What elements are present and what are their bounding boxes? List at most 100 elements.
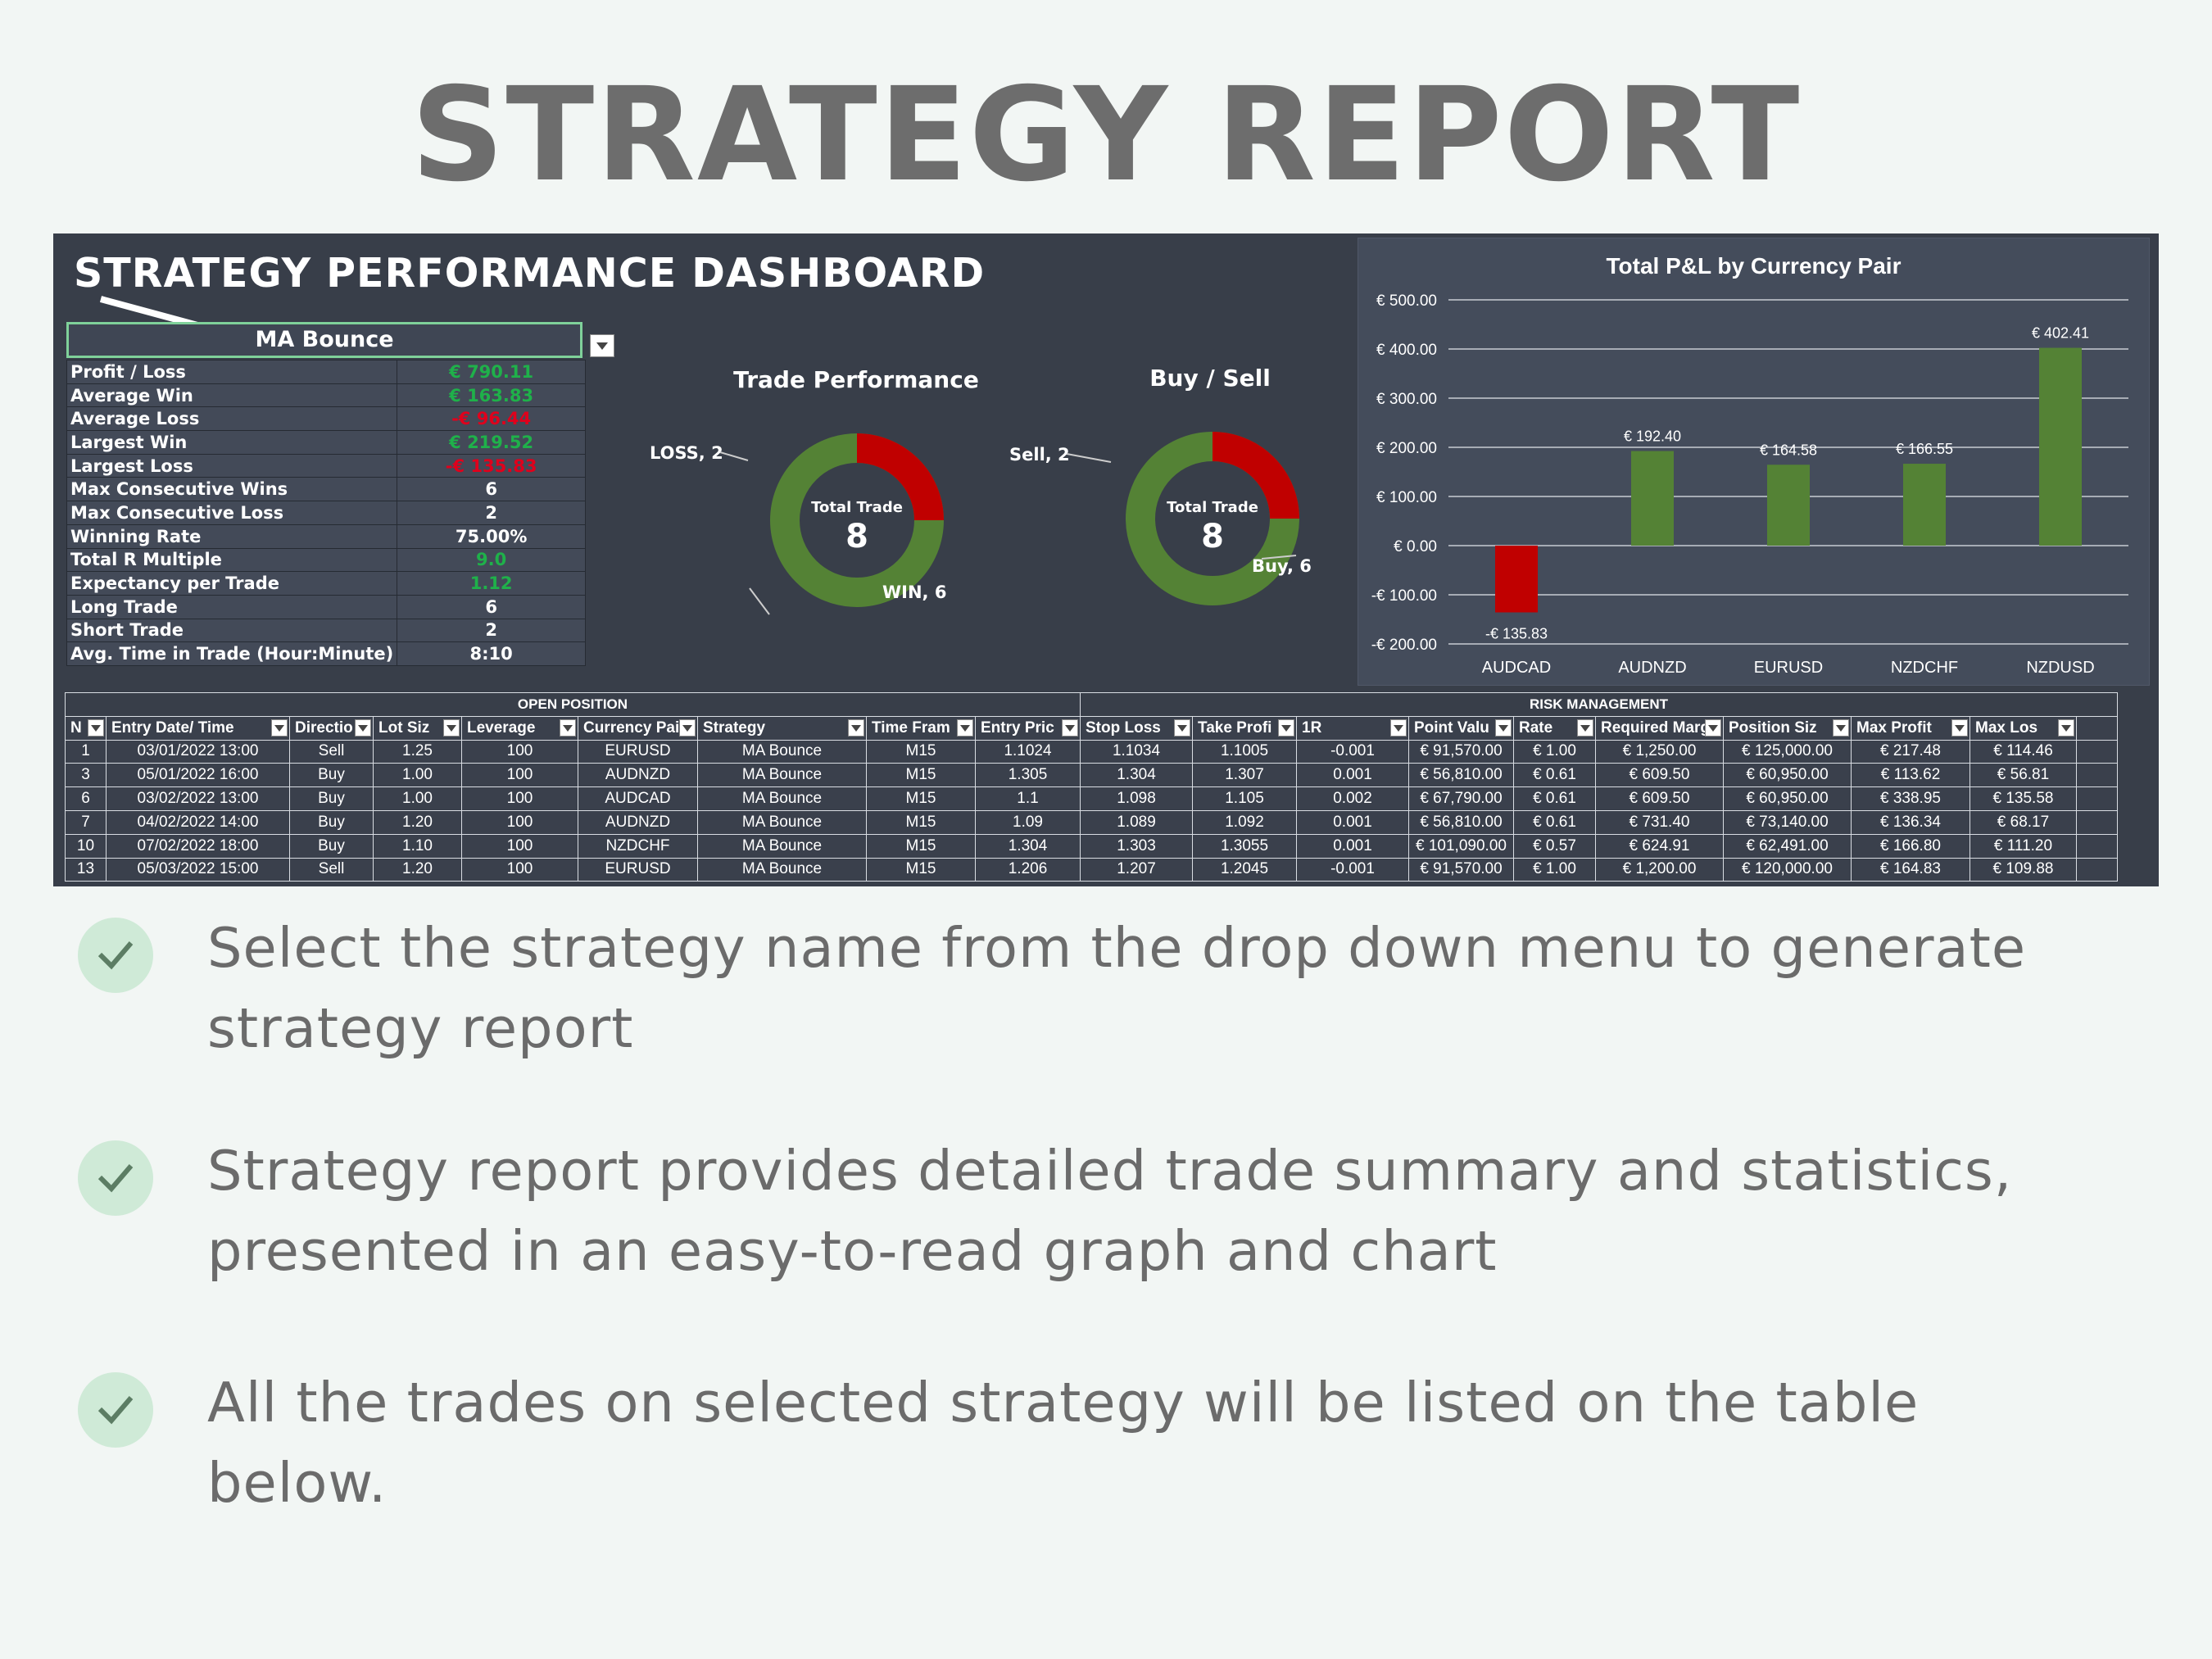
table-cell: 1.303 — [1080, 833, 1193, 859]
table-row[interactable]: 3 05/01/2022 16:00 Buy 1.00 100 AUDNZD MA Boun… — [65, 763, 2118, 788]
y-tick-label: -€ 200.00 — [1371, 637, 1437, 654]
stat-label: Profit / Loss — [66, 360, 398, 384]
filter-dropdown-icon[interactable] — [88, 718, 104, 737]
column-header[interactable]: Time Fram — [866, 715, 976, 741]
stat-row: Average Loss -€ 96.44 — [66, 406, 586, 432]
table-cell: 1.092 — [1192, 809, 1297, 835]
table-cell: 7 — [65, 809, 107, 835]
table-cell: Buy — [289, 809, 374, 835]
column-header[interactable]: Currency Pai — [578, 715, 698, 741]
filter-dropdown-icon[interactable] — [1833, 718, 1849, 737]
stat-value: -€ 135.83 — [397, 453, 586, 478]
filter-dropdown-icon[interactable] — [679, 718, 696, 737]
table-cell: 13 — [65, 857, 107, 882]
table-cell: € 217.48 — [1851, 739, 1970, 764]
column-header[interactable]: Point Valu — [1408, 715, 1514, 741]
table-cell: MA Bounce — [697, 763, 867, 788]
filter-dropdown-icon[interactable] — [271, 718, 288, 737]
stat-row: Max Consecutive Wins 6 — [66, 477, 586, 502]
stat-value: 2 — [397, 501, 586, 525]
filter-dropdown-icon[interactable] — [848, 718, 864, 737]
table-cell: € 1,200.00 — [1595, 857, 1724, 882]
filter-dropdown-icon[interactable] — [560, 718, 576, 737]
filter-dropdown-icon[interactable] — [1495, 718, 1512, 737]
column-header-label: Take Profi — [1198, 718, 1272, 737]
table-cell: MA Bounce — [697, 833, 867, 859]
column-header[interactable]: Entry Pric — [975, 715, 1081, 741]
column-header[interactable]: Leverage — [461, 715, 578, 741]
filter-dropdown-icon[interactable] — [1062, 718, 1078, 737]
stat-value: € 219.52 — [397, 430, 586, 455]
column-header[interactable]: Max Profit — [1851, 715, 1970, 741]
filter-dropdown-icon[interactable] — [1951, 718, 1968, 737]
filter-dropdown-icon[interactable] — [1577, 718, 1593, 737]
filter-dropdown-icon[interactable] — [1705, 718, 1721, 737]
table-row[interactable]: 1 03/01/2022 13:00 Sell 1.25 100 EURUSD MA Bou… — [65, 739, 2118, 764]
y-tick-label: € 300.00 — [1376, 391, 1437, 408]
table-cell: € 609.50 — [1595, 786, 1724, 811]
column-header[interactable]: Take Profi — [1192, 715, 1297, 741]
column-header[interactable]: Stop Loss — [1080, 715, 1193, 741]
column-header[interactable]: Position Siz — [1723, 715, 1852, 741]
bar-eurusd — [1767, 465, 1810, 546]
table-row[interactable]: 10 07/02/2022 18:00 Buy 1.10 100 NZDCHF MA Bou… — [65, 833, 2118, 859]
table-row[interactable]: 7 04/02/2022 14:00 Buy 1.20 100 AUDNZD MA Boun… — [65, 809, 2118, 835]
center-label: Total Trade — [1167, 499, 1258, 516]
filter-dropdown-icon[interactable] — [1278, 718, 1294, 737]
table-cell: 100 — [461, 857, 578, 882]
table-row[interactable]: 13 05/03/2022 15:00 Sell 1.20 100 EURUSD MA Bo… — [65, 857, 2118, 882]
y-tick-label: -€ 100.00 — [1371, 587, 1437, 605]
table-cell: € 164.83 — [1851, 857, 1970, 882]
sell-label: Sell, 2 — [1009, 445, 1070, 465]
column-header[interactable]: 1R — [1296, 715, 1409, 741]
table-cell: AUDCAD — [578, 786, 698, 811]
dashboard-screenshot: STRATEGY PERFORMANCE DASHBOARD MA Bounce… — [53, 233, 2159, 886]
column-header[interactable]: Directio — [289, 715, 374, 741]
column-header-label: Entry Pric — [981, 718, 1054, 737]
table-cell: € 1,250.00 — [1595, 739, 1724, 764]
table-cell: € 73,140.00 — [1723, 809, 1852, 835]
filter-dropdown-icon[interactable] — [355, 718, 371, 737]
filter-dropdown-icon[interactable] — [957, 718, 973, 737]
table-cell: 1.2045 — [1192, 857, 1297, 882]
strategy-select[interactable]: MA Bounce — [66, 322, 582, 358]
column-header-label: Rate — [1519, 718, 1553, 737]
y-tick-label: € 200.00 — [1376, 440, 1437, 457]
column-header[interactable]: Rate — [1513, 715, 1596, 741]
table-cell: Sell — [289, 739, 374, 764]
table-cell: 1.098 — [1080, 786, 1193, 811]
bar-nzdchf — [1903, 464, 1946, 546]
stat-label: Winning Rate — [66, 524, 398, 549]
table-cell: € 0.57 — [1513, 833, 1596, 859]
column-header[interactable]: Entry Date/ Time — [106, 715, 290, 741]
filter-dropdown-icon[interactable] — [2058, 718, 2074, 737]
table-row[interactable]: 6 03/02/2022 13:00 Buy 1.00 100 AUDCAD MA Boun… — [65, 786, 2118, 811]
table-cell: 1.00 — [373, 786, 462, 811]
filter-dropdown-icon[interactable] — [1390, 718, 1407, 737]
table-cell: 10 — [65, 833, 107, 859]
column-header[interactable]: Required Margi — [1595, 715, 1724, 741]
table-cell: 07/02/2022 18:00 — [106, 833, 290, 859]
table-cell: 1.00 — [373, 763, 462, 788]
stat-label: Average Win — [66, 383, 398, 408]
table-cell: 0.001 — [1296, 763, 1409, 788]
column-header[interactable]: Strategy — [697, 715, 867, 741]
table-cell: 100 — [461, 786, 578, 811]
chart-title: Total P&L by Currency Pair — [1606, 253, 1902, 279]
chevron-down-icon[interactable] — [590, 334, 614, 357]
filter-dropdown-icon[interactable] — [1174, 718, 1190, 737]
bullet-text: Strategy report provides detailed trade … — [207, 1139, 2013, 1283]
column-header[interactable]: N — [65, 715, 107, 741]
table-cell: € 68.17 — [1969, 809, 2077, 835]
table-cell — [2076, 809, 2118, 835]
table-cell: MA Bounce — [697, 809, 867, 835]
table-cell: 1.09 — [975, 809, 1081, 835]
stat-row: Largest Loss -€ 135.83 — [66, 453, 586, 478]
column-header[interactable]: Lot Siz — [373, 715, 462, 741]
table-cell: € 56,810.00 — [1408, 809, 1514, 835]
table-cell: 1.089 — [1080, 809, 1193, 835]
table-cell: 04/02/2022 14:00 — [106, 809, 290, 835]
table-cell — [2076, 786, 2118, 811]
filter-dropdown-icon[interactable] — [443, 718, 460, 737]
column-header[interactable]: Max Los — [1969, 715, 2077, 741]
